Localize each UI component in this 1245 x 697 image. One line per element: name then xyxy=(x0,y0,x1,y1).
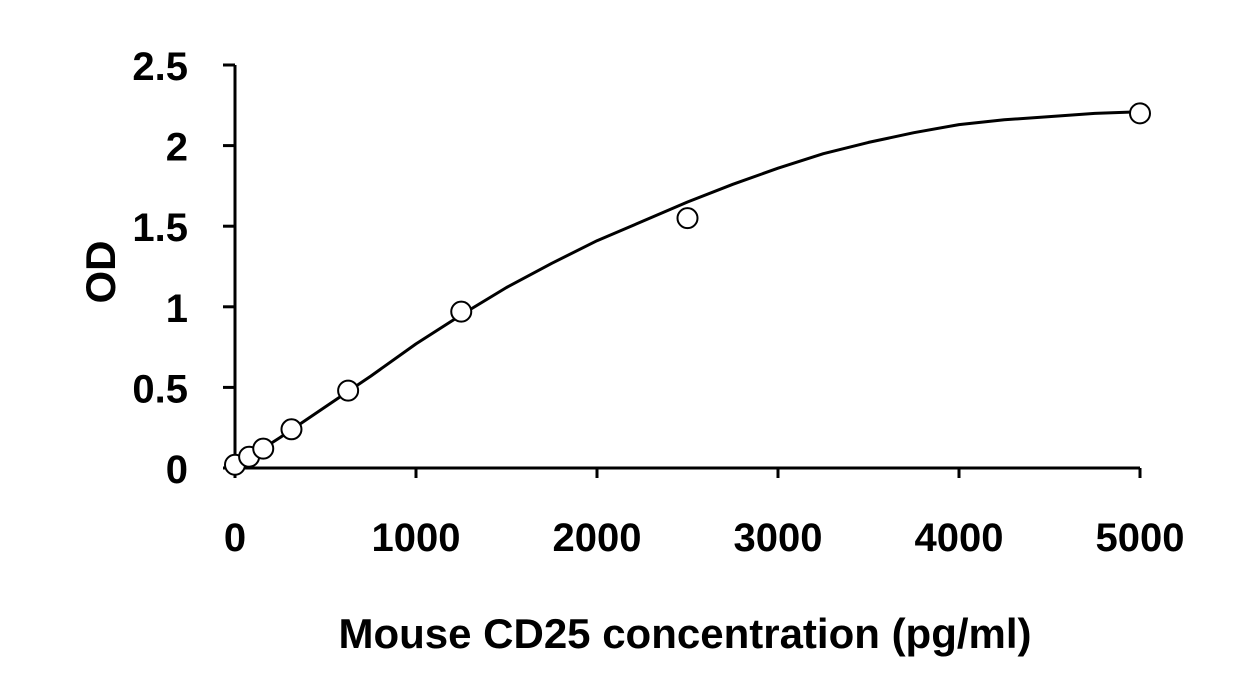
x-axis-ticks: 0 1000 2000 3000 4000 5000 xyxy=(224,468,1185,560)
x-tick-label: 5000 xyxy=(1096,516,1185,560)
axes xyxy=(233,65,1140,470)
data-point xyxy=(450,300,473,323)
y-tick-label: 0 xyxy=(166,448,188,492)
x-axis-label: Mouse CD25 concentration (pg/ml) xyxy=(338,610,1031,657)
y-tick-label: 2.5 xyxy=(132,45,188,89)
y-tick-label: 1 xyxy=(166,287,188,331)
fit-curve-layer xyxy=(234,110,1141,468)
y-tick-label: 1.5 xyxy=(132,206,188,250)
y-tick-label: 0.5 xyxy=(132,367,188,411)
data-point xyxy=(337,379,360,402)
data-points-layer xyxy=(224,102,1151,476)
x-tick-label: 1000 xyxy=(372,516,461,560)
data-point xyxy=(252,437,275,460)
fit-curve xyxy=(234,110,1141,468)
y-tick-label: 2 xyxy=(166,126,188,170)
x-tick-label: 4000 xyxy=(915,516,1004,560)
x-tick-label: 2000 xyxy=(553,516,642,560)
x-tick-label: 0 xyxy=(224,516,246,560)
y-axis-ticks: 0 0.5 1 1.5 2 2.5 xyxy=(132,45,235,492)
data-point xyxy=(280,418,303,441)
data-point xyxy=(676,207,699,230)
y-axis-label: OD xyxy=(77,241,124,304)
data-point xyxy=(1129,102,1151,125)
x-tick-label: 3000 xyxy=(734,516,823,560)
